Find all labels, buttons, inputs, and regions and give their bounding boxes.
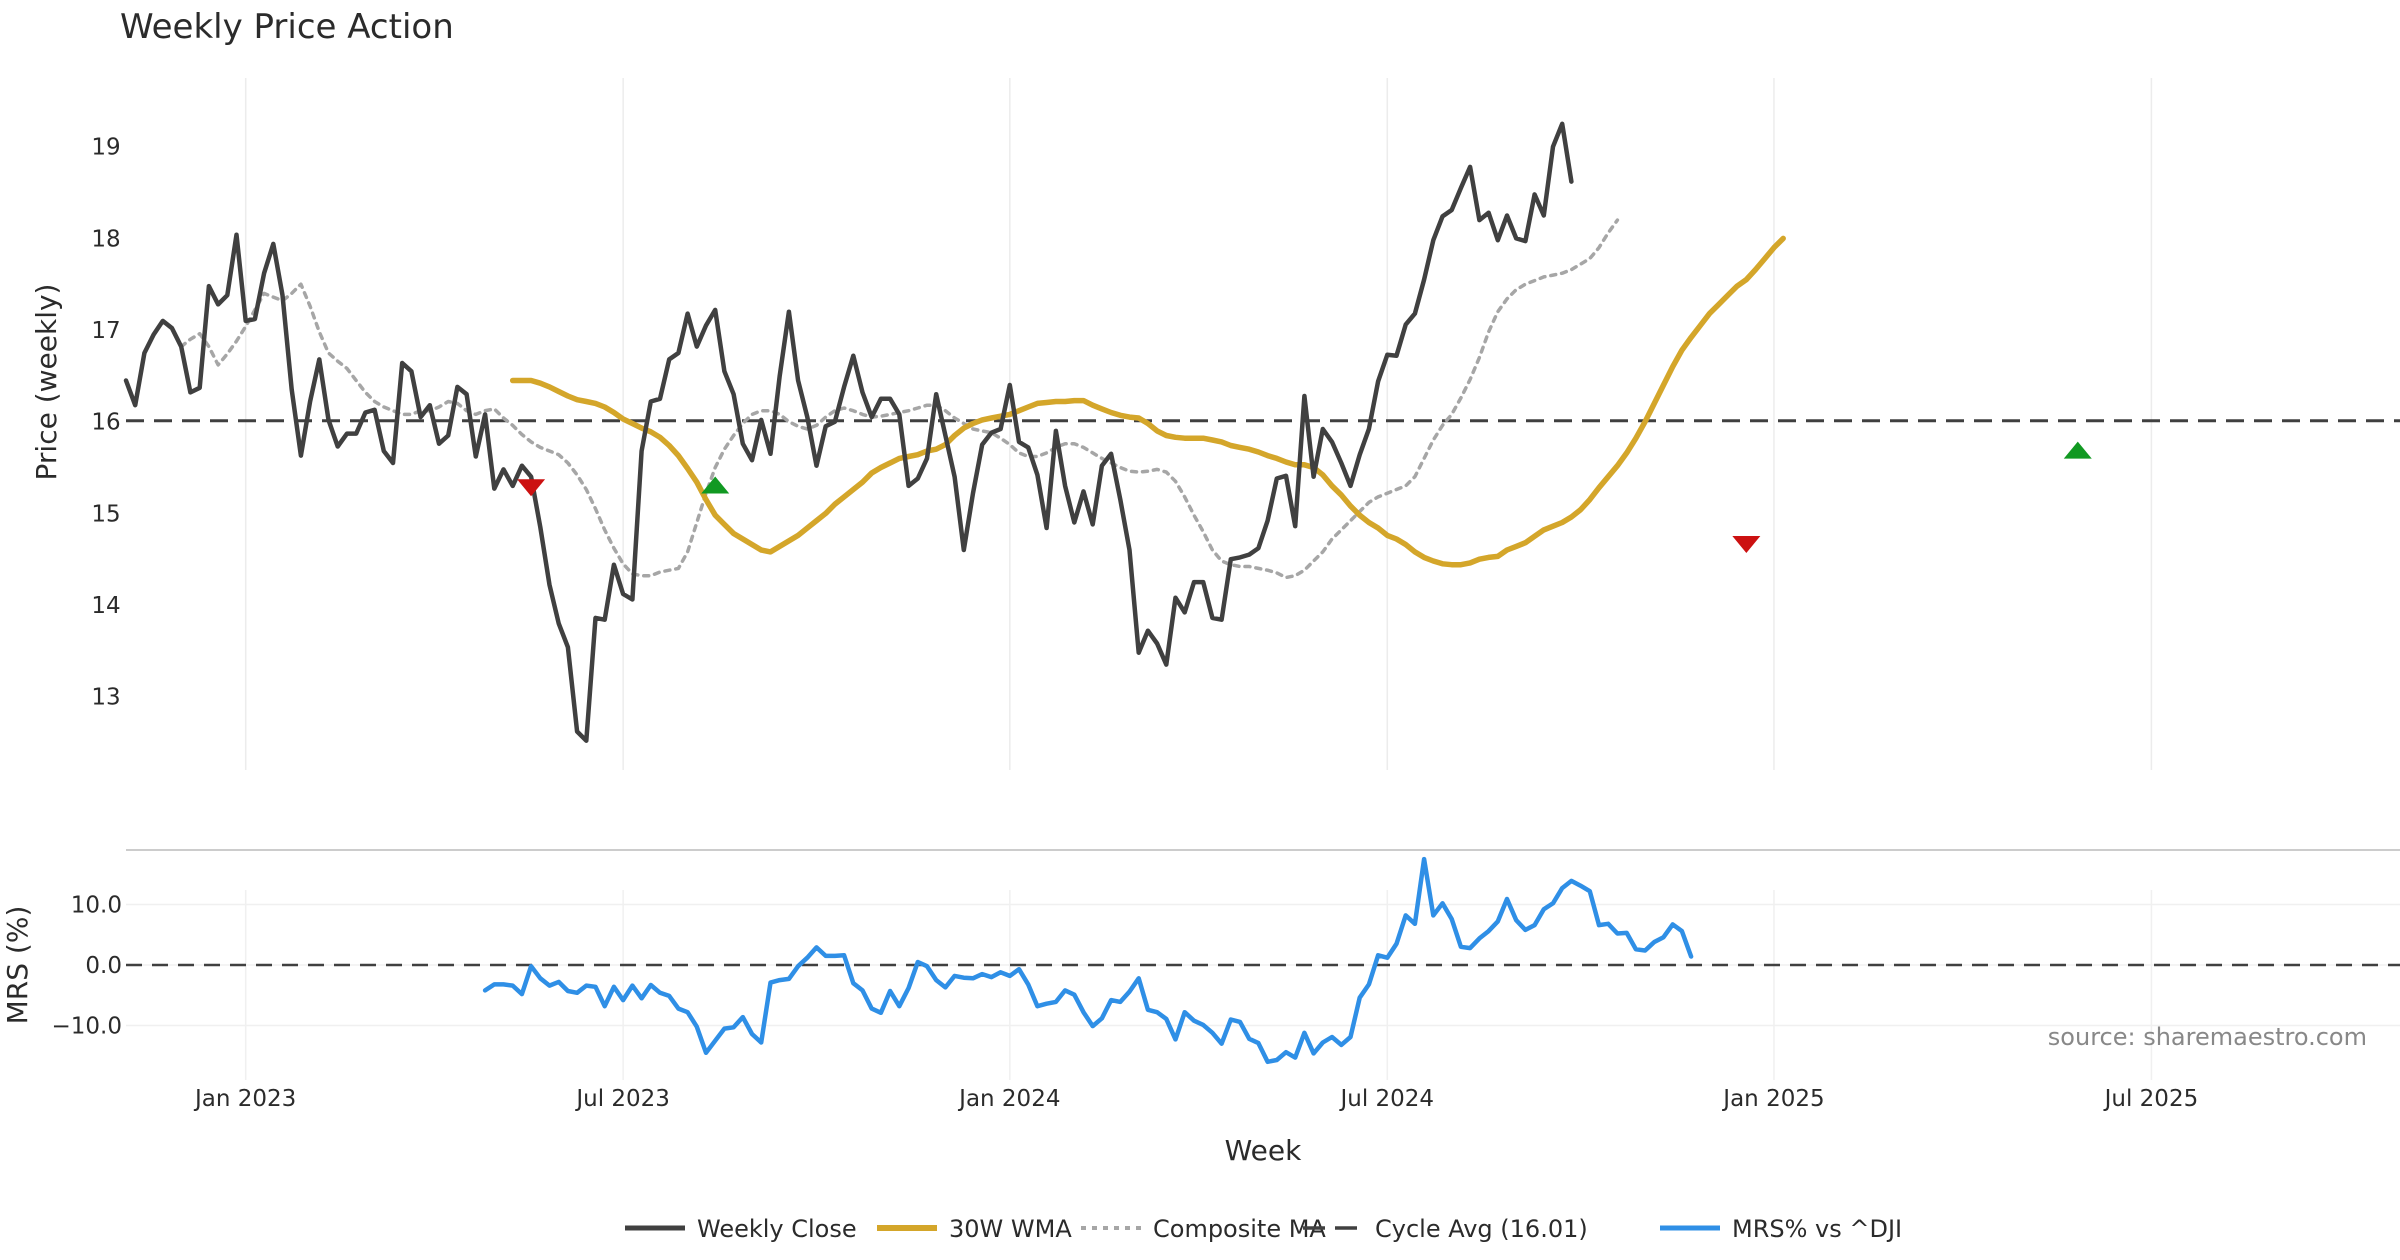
x-tick-label: Jan 2025 <box>1721 1086 1824 1112</box>
weekly-close-line <box>123 121 1574 743</box>
price-y-tick-label: 17 <box>91 318 120 344</box>
price-y-tick-label: 16 <box>91 410 120 436</box>
buy-signal-marker <box>2063 441 2092 459</box>
legend-mrs-label: MRS% vs ^DJI <box>1732 1215 1902 1243</box>
x-tick-label: Jul 2023 <box>574 1086 670 1112</box>
mrs-y-tick-label: 0.0 <box>85 953 122 979</box>
x-tick-label: Jul 2025 <box>2103 1086 2199 1112</box>
legend[interactable]: Weekly Close 30W WMA Composite MA Cycle Avg… <box>625 1215 1902 1243</box>
price-panel <box>123 121 2400 743</box>
price-y-tick-label: 14 <box>91 593 120 619</box>
price-y-tick-label: 18 <box>91 226 120 252</box>
mrs-y-axis-label: MRS (%) <box>1 906 34 1025</box>
sell-signal-marker <box>517 479 546 497</box>
legend-weekly-close-label: Weekly Close <box>697 1215 857 1243</box>
x-tick-label: Jan 2023 <box>193 1086 296 1112</box>
wma-30w-line <box>509 235 1786 568</box>
legend-composite-ma-label: Composite MA <box>1153 1215 1326 1243</box>
x-axis-label: Week <box>1225 1134 1302 1167</box>
source-attribution: source: sharemaestro.com <box>2048 1023 2367 1051</box>
x-tick-label: Jul 2024 <box>1338 1086 1434 1112</box>
buy-signal-marker <box>701 476 730 494</box>
price-y-tick-label: 19 <box>91 135 120 161</box>
x-tick-label: Jan 2024 <box>957 1086 1060 1112</box>
legend-cycle-avg-label: Cycle Avg (16.01) <box>1375 1215 1588 1243</box>
price-y-tick-label: 13 <box>91 685 120 711</box>
sell-signal-marker <box>1732 536 1761 554</box>
mrs-y-tick-label: −10.0 <box>52 1014 122 1040</box>
price-y-tick-label: 15 <box>91 501 120 527</box>
mrs-y-tick-label: 10.0 <box>71 892 122 918</box>
grid-layer <box>126 78 2400 1080</box>
mrs-line <box>482 856 1694 1065</box>
legend-30w-wma-label: 30W WMA <box>949 1215 1072 1243</box>
axis-layer: Jan 2023 Jul 2023 Jan 2024 Jul 2024 Jan 2025… <box>52 135 2199 1112</box>
composite-ma-line <box>179 218 1620 580</box>
mrs-panel <box>126 856 2400 1065</box>
price-y-axis-label: Price (weekly) <box>30 284 63 481</box>
chart-title: Weekly Price Action <box>120 7 454 47</box>
